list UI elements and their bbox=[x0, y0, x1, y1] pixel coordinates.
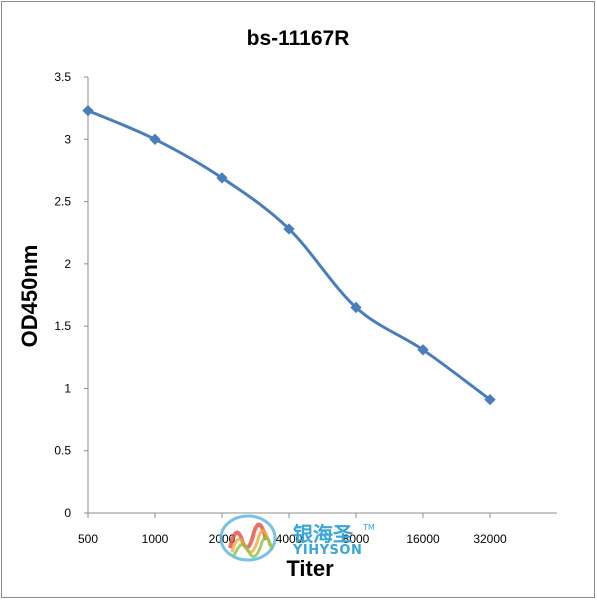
y-tick-label: 1 bbox=[64, 381, 71, 395]
data-point bbox=[283, 223, 295, 235]
y-tick-label: 0 bbox=[64, 506, 71, 520]
chart-title: bs-11167R bbox=[247, 27, 350, 50]
watermark-cn: 银海圣 bbox=[293, 522, 354, 546]
x-axis-title: Titer bbox=[286, 556, 334, 581]
y-tick-label: 1.5 bbox=[54, 319, 71, 333]
x-tick-label: 4000 bbox=[276, 532, 303, 546]
y-tick-label: 3 bbox=[64, 132, 71, 146]
y-tick-label: 2 bbox=[64, 257, 71, 271]
y-tick-label: 0.5 bbox=[54, 444, 71, 458]
data-point bbox=[417, 344, 429, 356]
x-tick-label: 1000 bbox=[142, 532, 169, 546]
x-tick-label: 16000 bbox=[406, 532, 440, 546]
x-tick-label: 500 bbox=[78, 532, 98, 546]
watermark-tm: TM bbox=[362, 523, 375, 532]
data-point bbox=[149, 133, 161, 145]
y-tick-label: 3.5 bbox=[54, 70, 71, 84]
y-axis-title: OD450nm bbox=[17, 245, 42, 348]
x-tick-label: 8000 bbox=[343, 532, 370, 546]
watermark-logo-icon bbox=[219, 514, 277, 562]
watermark: 银海圣 TM YIHYSON bbox=[219, 514, 375, 562]
x-ticks: 500 1000 2000 4000 8000 16000 32000 bbox=[78, 513, 507, 546]
data-point bbox=[350, 301, 362, 314]
series-line bbox=[87, 109, 491, 401]
y-tick-label: 2.5 bbox=[54, 195, 71, 209]
plot-area bbox=[82, 104, 496, 406]
data-point bbox=[484, 393, 496, 406]
data-point bbox=[82, 104, 94, 117]
data-point bbox=[216, 172, 228, 184]
x-tick-label: 32000 bbox=[473, 532, 507, 546]
watermark-en: YIHYSON bbox=[292, 543, 362, 558]
y-ticks: 0 0.5 1 1.5 2 2.5 3 3.5 bbox=[54, 70, 88, 520]
